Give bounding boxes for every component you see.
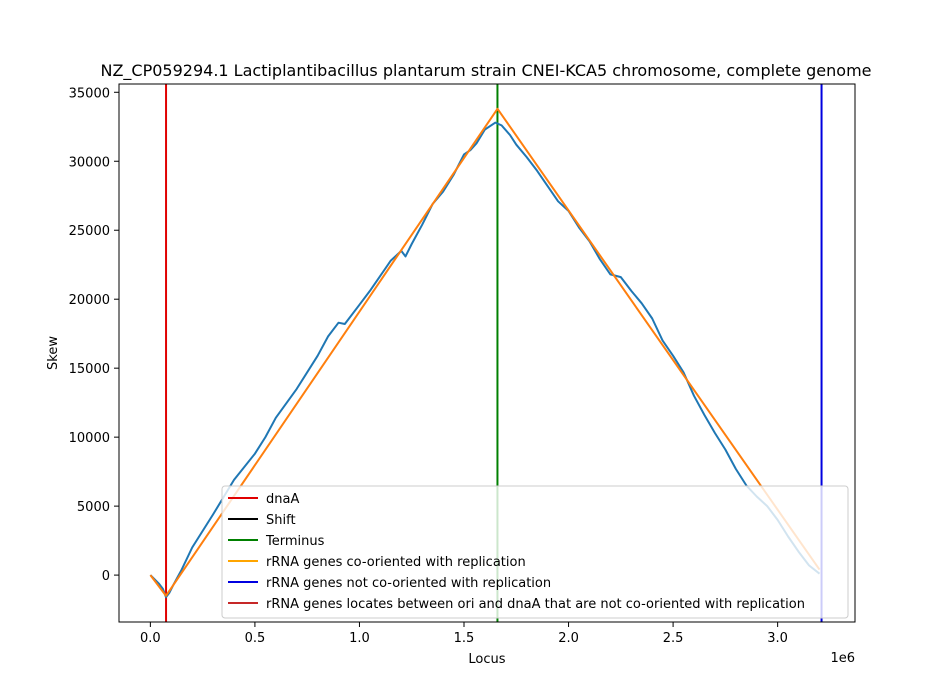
series-line-0 — [149, 121, 821, 599]
y-tick-label: 5000 — [77, 500, 110, 515]
legend-box — [221, 485, 849, 619]
x-axis-label: Locus — [468, 652, 505, 667]
plot-content — [149, 84, 823, 622]
plot-border — [118, 83, 856, 623]
y-tick-label: 30000 — [69, 155, 110, 170]
legend: dnaA Shift Terminus rRNA genes co-oriented … — [221, 485, 849, 619]
x-tick-label: 0.0 — [140, 631, 161, 646]
x-axis: 0.0 0.5 1.0 1.5 2.0 2.5 3.0 — [140, 622, 788, 646]
x-tick-label: 1.5 — [454, 631, 475, 646]
y-tick-label: 35000 — [69, 86, 110, 101]
legend-label: Shift — [266, 513, 296, 528]
legend-label: rRNA genes not co-oriented with replicat… — [266, 576, 551, 591]
y-tick-label: 25000 — [69, 224, 110, 239]
y-tick-label: 20000 — [69, 293, 110, 308]
chart-title: NZ_CP059294.1 Lactiplantibacillus planta… — [101, 61, 872, 81]
x-tick-label: 0.5 — [245, 631, 266, 646]
legend-label: Terminus — [265, 534, 325, 549]
y-tick-label: 15000 — [69, 362, 110, 377]
y-tick-label: 10000 — [69, 431, 110, 446]
series-line-1 — [149, 107, 821, 597]
y-axis: 0 5000 10000 15000 20000 25000 30000 35000 — [69, 86, 119, 584]
legend-label: rRNA genes locates between ori and dnaA … — [266, 597, 805, 612]
legend-label: rRNA genes co-oriented with replication — [266, 555, 526, 570]
x-tick-label: 1.0 — [349, 631, 370, 646]
y-axis-label: Skew — [46, 336, 61, 370]
x-tick-label: 3.0 — [767, 631, 788, 646]
x-tick-label: 2.0 — [558, 631, 579, 646]
x-axis-offset-label: 1e6 — [830, 651, 855, 666]
legend-label: dnaA — [266, 492, 299, 507]
x-tick-label: 2.5 — [663, 631, 684, 646]
y-tick-label: 0 — [102, 569, 110, 584]
